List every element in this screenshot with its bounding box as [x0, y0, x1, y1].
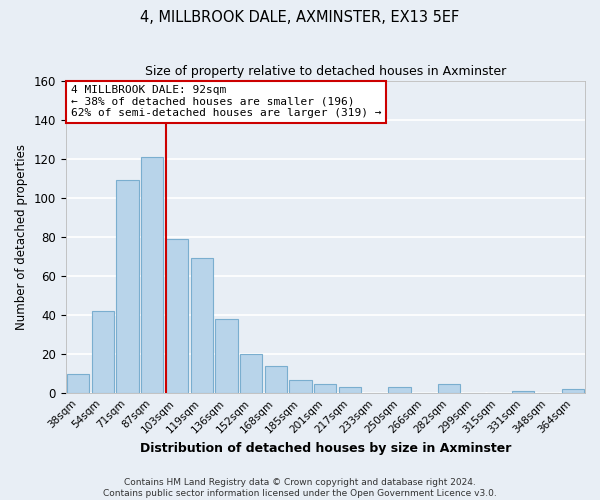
Bar	[512, 392, 535, 394]
Bar	[215, 319, 238, 394]
Bar	[116, 180, 139, 394]
Text: Contains HM Land Registry data © Crown copyright and database right 2024.
Contai: Contains HM Land Registry data © Crown c…	[103, 478, 497, 498]
Bar	[67, 374, 89, 394]
Title: Size of property relative to detached houses in Axminster: Size of property relative to detached ho…	[145, 65, 506, 78]
Bar	[191, 258, 213, 394]
Bar	[166, 239, 188, 394]
X-axis label: Distribution of detached houses by size in Axminster: Distribution of detached houses by size …	[140, 442, 511, 455]
Text: 4, MILLBROOK DALE, AXMINSTER, EX13 5EF: 4, MILLBROOK DALE, AXMINSTER, EX13 5EF	[140, 10, 460, 25]
Bar	[240, 354, 262, 394]
Bar	[92, 311, 114, 394]
Text: 4 MILLBROOK DALE: 92sqm
← 38% of detached houses are smaller (196)
62% of semi-d: 4 MILLBROOK DALE: 92sqm ← 38% of detache…	[71, 85, 382, 118]
Bar	[289, 380, 312, 394]
Y-axis label: Number of detached properties: Number of detached properties	[15, 144, 28, 330]
Bar	[388, 388, 410, 394]
Bar	[438, 384, 460, 394]
Bar	[339, 388, 361, 394]
Bar	[141, 157, 163, 394]
Bar	[562, 390, 584, 394]
Bar	[265, 366, 287, 394]
Bar	[314, 384, 337, 394]
